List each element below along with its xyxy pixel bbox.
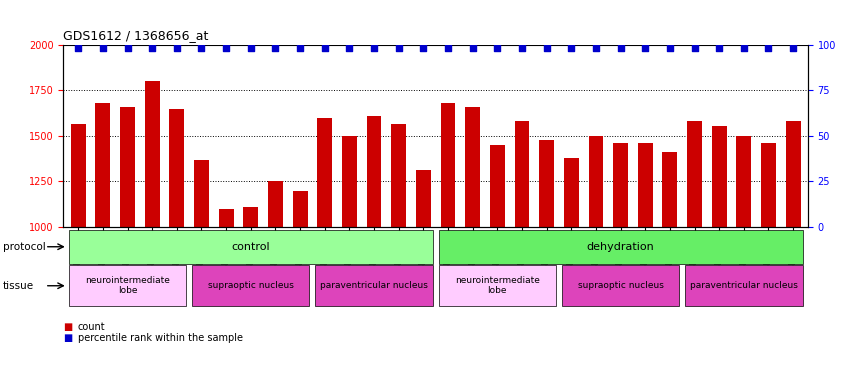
Point bbox=[787, 45, 800, 51]
Point bbox=[416, 45, 430, 51]
Bar bbox=[539, 140, 554, 227]
Bar bbox=[366, 116, 382, 227]
Bar bbox=[761, 143, 776, 227]
Bar bbox=[169, 109, 184, 227]
Point bbox=[515, 45, 529, 51]
Bar bbox=[317, 118, 332, 227]
Text: paraventricular nucleus: paraventricular nucleus bbox=[320, 281, 428, 290]
Bar bbox=[662, 152, 678, 227]
Point bbox=[639, 45, 652, 51]
Bar bbox=[392, 124, 406, 227]
Bar bbox=[219, 209, 233, 227]
Text: tissue: tissue bbox=[3, 281, 34, 291]
Bar bbox=[293, 190, 307, 227]
Point bbox=[121, 45, 135, 51]
Point bbox=[244, 45, 257, 51]
Point bbox=[392, 45, 405, 51]
Point bbox=[663, 45, 677, 51]
Bar bbox=[416, 171, 431, 227]
Text: protocol: protocol bbox=[3, 242, 46, 252]
Text: supraoptic nucleus: supraoptic nucleus bbox=[578, 281, 663, 290]
Text: supraoptic nucleus: supraoptic nucleus bbox=[208, 281, 294, 290]
Point bbox=[688, 45, 701, 51]
Point bbox=[491, 45, 504, 51]
Bar bbox=[342, 136, 357, 227]
Bar bbox=[145, 81, 160, 227]
Text: paraventricular nucleus: paraventricular nucleus bbox=[689, 281, 798, 290]
Bar bbox=[244, 207, 258, 227]
Point bbox=[466, 45, 480, 51]
Point bbox=[367, 45, 381, 51]
Point bbox=[540, 45, 553, 51]
Point bbox=[614, 45, 628, 51]
Text: neurointermediate
lobe: neurointermediate lobe bbox=[455, 276, 540, 296]
Point bbox=[564, 45, 578, 51]
Point bbox=[712, 45, 726, 51]
Text: ■: ■ bbox=[63, 322, 73, 332]
Bar bbox=[96, 103, 110, 227]
Text: dehydration: dehydration bbox=[587, 242, 655, 252]
Point bbox=[269, 45, 283, 51]
Bar bbox=[71, 124, 85, 227]
Text: neurointermediate
lobe: neurointermediate lobe bbox=[85, 276, 170, 296]
Point bbox=[170, 45, 184, 51]
Bar bbox=[736, 136, 751, 227]
Text: ■: ■ bbox=[63, 333, 73, 343]
Point bbox=[219, 45, 233, 51]
Text: count: count bbox=[78, 322, 106, 332]
Bar bbox=[711, 126, 727, 227]
Point bbox=[737, 45, 750, 51]
Bar bbox=[465, 107, 480, 227]
Point bbox=[96, 45, 110, 51]
Point bbox=[294, 45, 307, 51]
Bar bbox=[589, 136, 603, 227]
Point bbox=[146, 45, 159, 51]
Text: control: control bbox=[232, 242, 270, 252]
Point bbox=[195, 45, 208, 51]
Bar bbox=[490, 145, 505, 227]
Text: percentile rank within the sample: percentile rank within the sample bbox=[78, 333, 243, 343]
Bar bbox=[687, 122, 702, 227]
Point bbox=[589, 45, 602, 51]
Point bbox=[442, 45, 455, 51]
Bar bbox=[441, 103, 455, 227]
Bar bbox=[514, 122, 530, 227]
Point bbox=[343, 45, 356, 51]
Bar bbox=[268, 182, 283, 227]
Point bbox=[71, 45, 85, 51]
Bar bbox=[638, 143, 652, 227]
Text: GDS1612 / 1368656_at: GDS1612 / 1368656_at bbox=[63, 30, 209, 42]
Point bbox=[761, 45, 775, 51]
Bar bbox=[786, 122, 800, 227]
Bar bbox=[613, 143, 628, 227]
Point bbox=[318, 45, 332, 51]
Bar bbox=[194, 160, 209, 227]
Bar bbox=[564, 158, 579, 227]
Bar bbox=[120, 107, 135, 227]
